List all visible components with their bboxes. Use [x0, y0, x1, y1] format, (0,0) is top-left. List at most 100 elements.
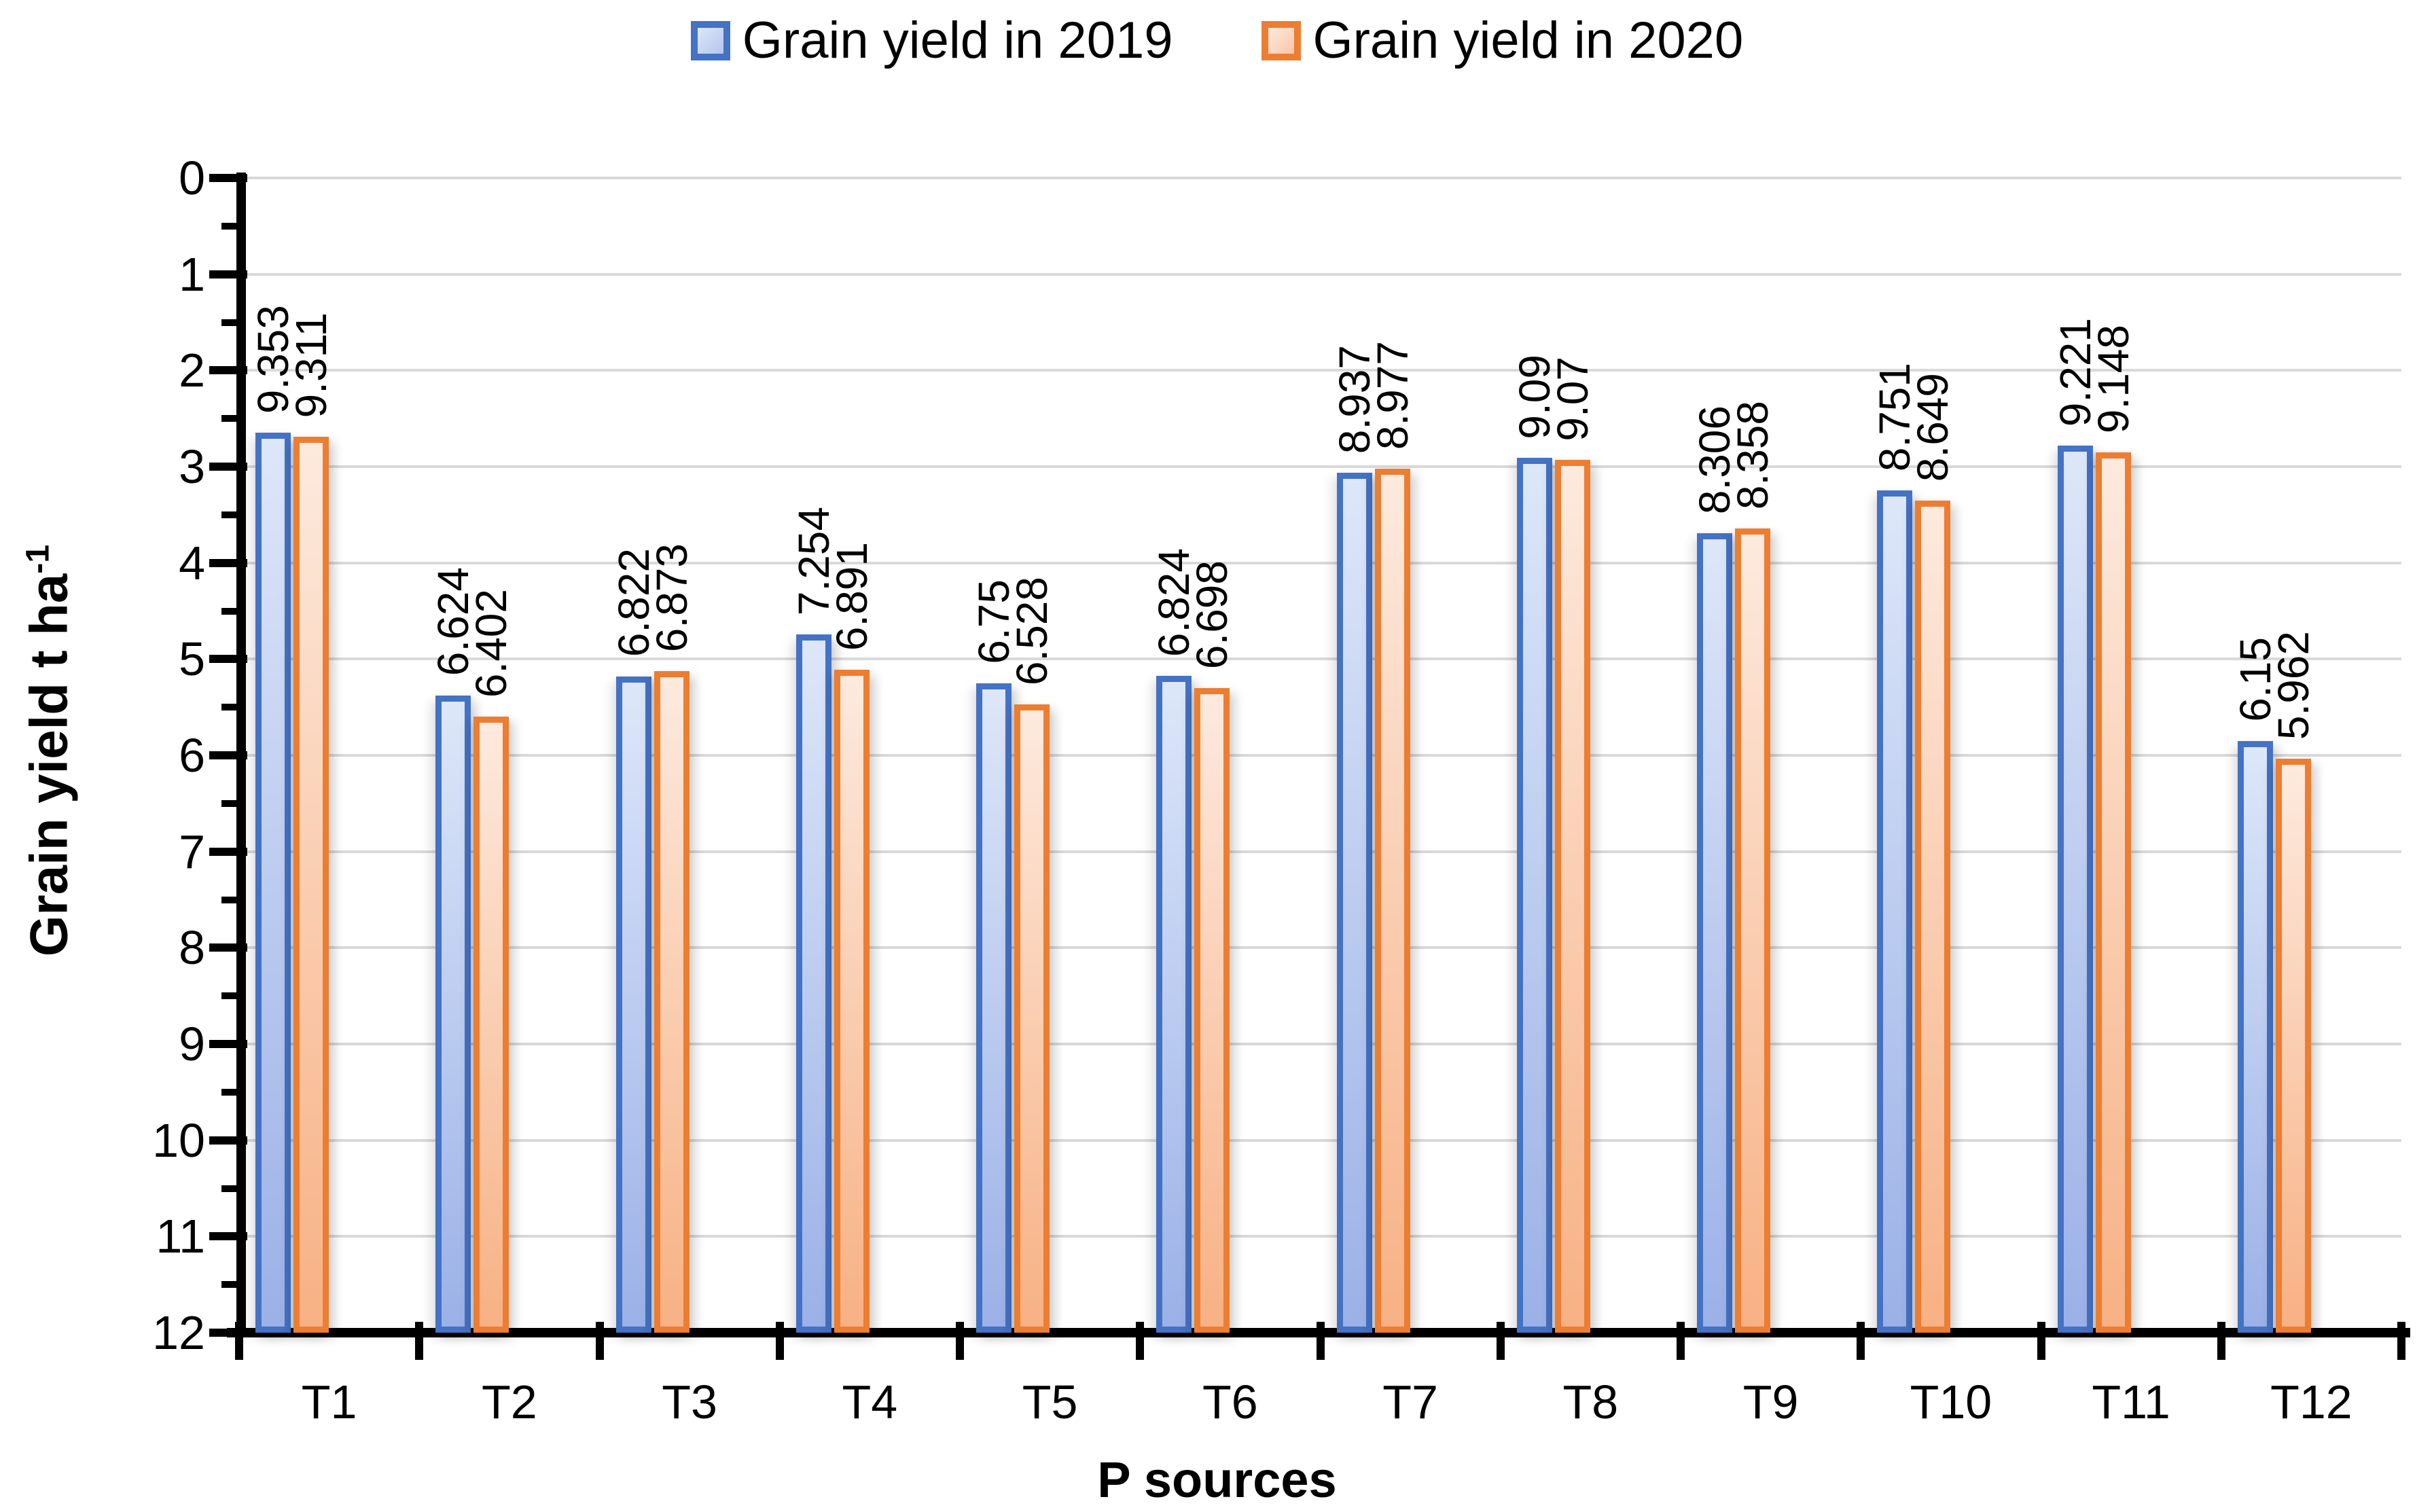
- bar-2020-T7: [1374, 469, 1410, 1333]
- category-group-T11: 9.221 9.148: [2041, 178, 2221, 1333]
- y-tick-major: [209, 943, 247, 952]
- gridline: [246, 369, 2401, 372]
- category-group-T10: 8.751 8.649: [1861, 178, 2041, 1333]
- bar-2020-T12: [2275, 759, 2311, 1333]
- x-category-label-T12: T12: [2270, 1375, 2352, 1428]
- y-tick-minor: [221, 896, 236, 903]
- legend-swatch-2019-icon: [690, 21, 730, 60]
- category-group-T4: 7.254 6.891: [780, 178, 960, 1333]
- y-tick-major: [209, 1040, 247, 1048]
- y-tick-label: 10: [152, 1113, 205, 1167]
- bar-2020-T3: [654, 671, 690, 1333]
- legend: Grain yield in 2019 Grain yield in 2020: [0, 15, 2434, 67]
- bar-2020-T9: [1735, 528, 1770, 1333]
- category-group-T8: 9.09 9.07: [1501, 178, 1681, 1333]
- x-category-label-T5: T5: [1022, 1375, 1078, 1428]
- y-tick-minor: [221, 992, 236, 1000]
- x-axis-line: [227, 1328, 2410, 1337]
- x-category-label-T8: T8: [1562, 1375, 1619, 1428]
- y-tick-label: 9: [179, 1018, 205, 1070]
- y-tick-label: 2: [179, 344, 205, 397]
- y-tick-label: 5: [179, 632, 205, 686]
- x-category-label-T9: T9: [1742, 1375, 1799, 1428]
- bar-2019-T9: [1697, 533, 1732, 1333]
- y-tick-label: 6: [179, 729, 205, 782]
- y-tick-label: 8: [179, 921, 205, 975]
- y-tick-label: 0: [179, 151, 205, 204]
- bar-2019-T3: [615, 676, 651, 1333]
- category-group-T2: 6.624 6.402: [419, 178, 599, 1333]
- y-tick-major: [209, 366, 247, 375]
- bar-label-2020-T9: 8.358: [1728, 400, 1777, 509]
- y-tick-label: 12: [152, 1306, 205, 1359]
- category-group-T9: 8.306 8.358: [1681, 178, 1861, 1333]
- legend-item-2020: Grain yield in 2020: [1261, 12, 1744, 69]
- bar-2020-T10: [1915, 500, 1951, 1333]
- y-tick-minor: [221, 607, 236, 615]
- gridline: [246, 177, 2401, 179]
- bar-2020-T6: [1194, 688, 1230, 1333]
- y-tick-minor: [221, 415, 236, 422]
- category-group-T7: 8.937 8.977: [1321, 178, 1501, 1333]
- bar-2020-T11: [2095, 452, 2131, 1333]
- category-group-T12: 6.15 5.962: [2221, 178, 2401, 1333]
- bar-2019-T11: [2057, 445, 2093, 1333]
- gridline: [246, 465, 2401, 468]
- legend-label-2020: Grain yield in 2020: [1312, 12, 1744, 69]
- bar-2020-T2: [473, 717, 509, 1333]
- x-category-label-T3: T3: [662, 1375, 717, 1428]
- x-category-label-T6: T6: [1202, 1375, 1258, 1428]
- bar-label-2020-T12: 5.962: [2268, 631, 2318, 740]
- bar-label-2020-T6: 6.698: [1187, 560, 1237, 670]
- y-tick-label: 1: [179, 247, 205, 301]
- y-tick-minor: [221, 1281, 236, 1289]
- y-tick-major: [209, 1232, 247, 1241]
- y-tick-major: [209, 1329, 247, 1337]
- y-tick-minor: [221, 319, 236, 326]
- y-tick-minor: [221, 799, 236, 807]
- plot-area: 9.353 9.311 T1 6.624 6.402 T2 6.822 6.873 T3 7.25…: [235, 177, 2405, 1428]
- x-category-label-T4: T4: [842, 1375, 898, 1428]
- y-tick-label: 4: [179, 536, 205, 590]
- bar-2019-T10: [1877, 490, 1913, 1333]
- y-tick-major: [209, 174, 247, 182]
- bar-label-2020-T8: 9.07: [1547, 356, 1597, 442]
- category-group-T3: 6.822 6.873: [600, 178, 780, 1333]
- gridline: [246, 272, 2401, 276]
- x-category-label-T1: T1: [301, 1375, 357, 1428]
- x-category-label-T10: T10: [1910, 1375, 1992, 1428]
- y-tick-minor: [221, 1185, 236, 1192]
- gridline: [246, 561, 2401, 564]
- gridline: [246, 850, 2401, 853]
- bar-2019-T1: [255, 433, 291, 1333]
- x-category-label-T11: T11: [2092, 1375, 2170, 1428]
- legend-swatch-2020-icon: [1261, 21, 1301, 60]
- bar-label-2020-T11: 9.148: [2088, 324, 2138, 434]
- legend-label-2019: Grain yield in 2019: [742, 12, 1173, 69]
- bar-label-2020-T7: 8.977: [1367, 341, 1417, 450]
- gridline: [246, 946, 2401, 950]
- bar-2019-T5: [976, 683, 1012, 1333]
- gridline: [246, 1043, 2401, 1045]
- bar-2020-T4: [834, 669, 870, 1333]
- bar-2019-T4: [795, 634, 831, 1333]
- y-tick-minor: [221, 704, 236, 711]
- bar-label-2020-T4: 6.891: [827, 541, 876, 651]
- bar-2019-T8: [1516, 458, 1552, 1333]
- gridline: [246, 1138, 2401, 1142]
- gridline: [246, 754, 2401, 757]
- bar-label-2020-T5: 6.528: [1007, 577, 1056, 686]
- bar-label-2020-T1: 9.311: [287, 312, 336, 418]
- bar-2020-T5: [1014, 704, 1050, 1333]
- y-tick-label: 3: [179, 440, 205, 493]
- x-category-label-T2: T2: [482, 1375, 537, 1428]
- bar-2019-T2: [435, 695, 471, 1333]
- x-axis-title: P sources: [1097, 1452, 1337, 1508]
- x-category-label-T7: T7: [1382, 1375, 1438, 1428]
- y-tick-major: [209, 1136, 247, 1145]
- bar-2020-T8: [1554, 460, 1590, 1333]
- y-tick-major: [209, 463, 247, 471]
- y-tick-major: [209, 751, 247, 759]
- y-tick-minor: [221, 511, 236, 518]
